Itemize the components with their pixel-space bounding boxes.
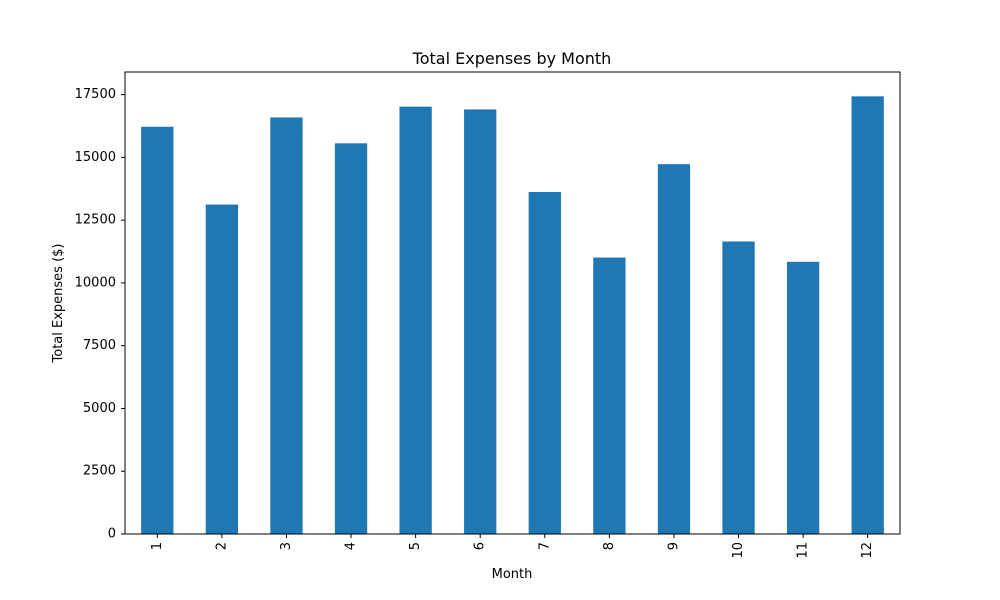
bar-month-12 [851,96,884,534]
y-axis-label: Total Expenses ($) [51,244,66,364]
bar-month-9 [657,164,691,534]
y-tick-label: 0 [108,527,116,542]
bar-month-4 [334,143,368,534]
y-tick-label: 10000 [75,275,116,290]
x-tick-label: 6 [473,542,488,550]
x-tick-label: 11 [796,542,811,559]
y-tick-label: 12500 [75,213,116,228]
x-tick-label: 12 [860,542,875,559]
y-tick-label: 5000 [83,401,116,416]
y-tick-label: 7500 [83,338,116,353]
x-ticks-group: 1 2 3 4 5 6 7 8 9 10 11 12 [150,534,875,559]
x-tick-label: 10 [731,542,746,559]
x-axis-label: Month [492,567,533,582]
bars-group [141,96,884,535]
bar-month-3 [270,117,303,534]
y-ticks-group: 0 2500 5000 7500 10000 12500 15000 17500 [75,87,125,542]
x-tick-label: 4 [344,542,359,550]
y-tick-label: 15000 [75,150,116,165]
x-tick-label: 2 [214,542,229,550]
y-tick-label: 2500 [83,464,116,479]
chart-title: Total Expenses by Month [412,49,612,68]
bar-month-6 [464,109,497,534]
bar-month-7 [528,192,561,534]
x-tick-label: 5 [408,542,423,550]
x-tick-label: 7 [537,542,552,550]
bar-month-10 [722,241,755,534]
y-tick-label: 17500 [75,87,116,102]
x-tick-label: 1 [150,542,165,550]
bar-month-5 [399,106,432,535]
plot-frame [124,71,901,535]
x-tick-label: 8 [602,542,617,550]
bar-month-8 [593,257,626,534]
bar-month-2 [205,204,239,534]
bar-month-1 [141,126,174,535]
x-tick-label: 9 [666,542,681,550]
x-tick-label: 3 [279,542,294,550]
bar-month-11 [786,261,820,534]
